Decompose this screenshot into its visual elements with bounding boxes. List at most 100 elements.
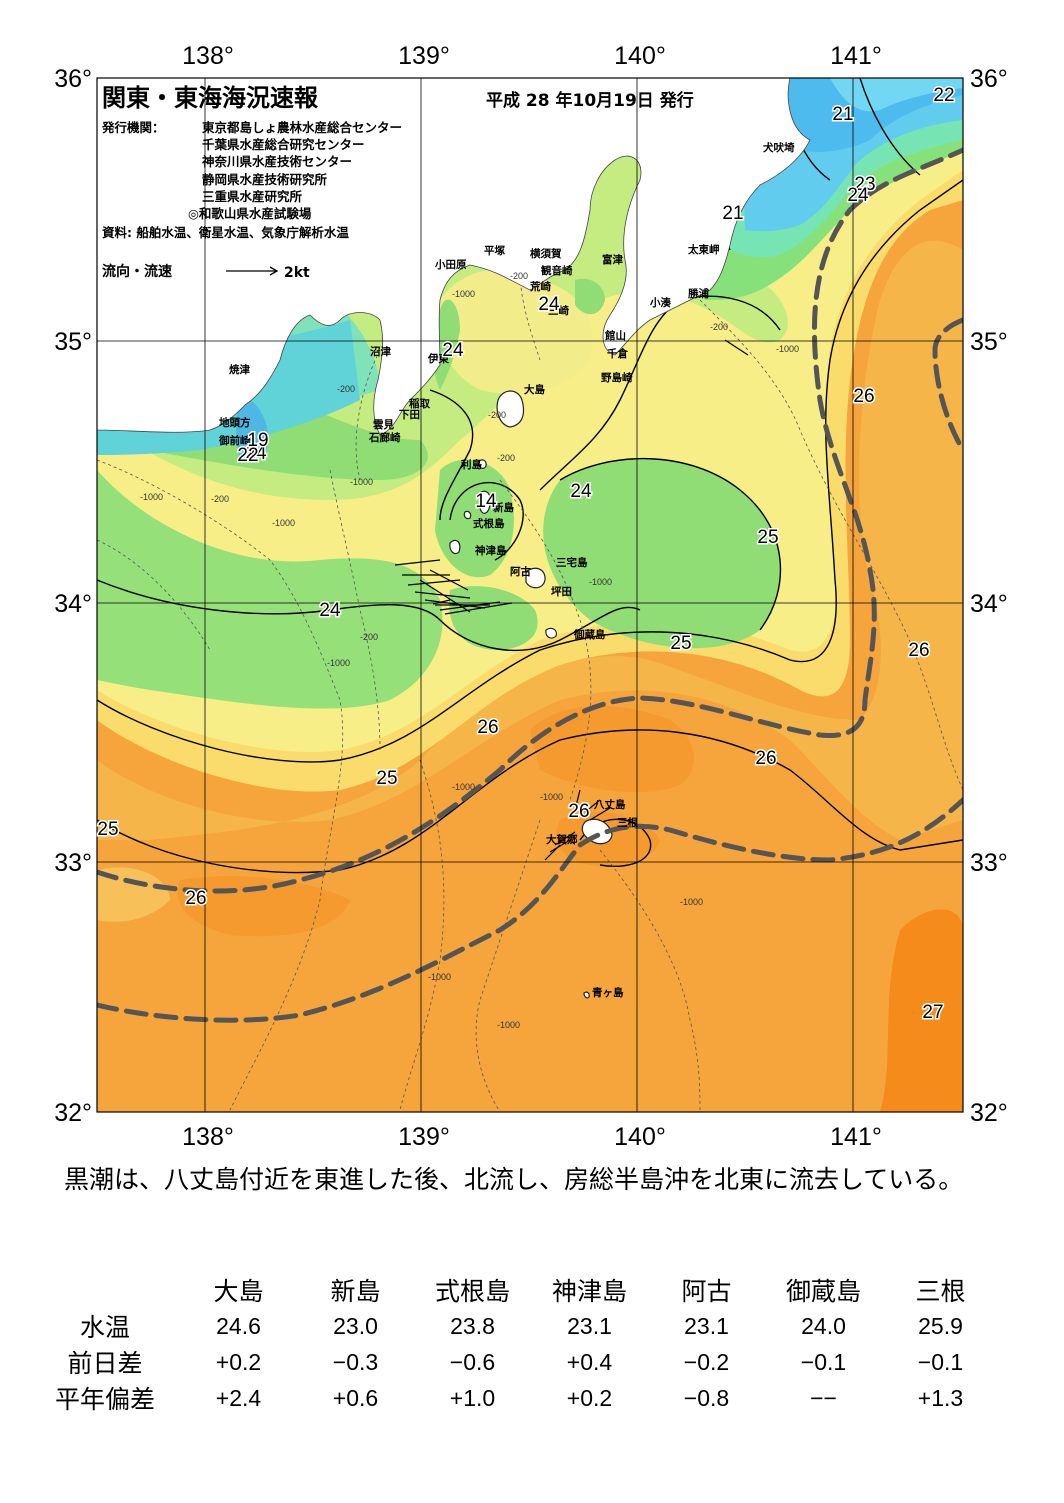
map-title: 関東・東海海況速報 [102,84,319,112]
svg-text:-200: -200 [710,322,728,332]
svg-text:26: 26 [853,386,874,407]
table-cell: +1.3 [917,1384,964,1411]
svg-text:稲取: 稲取 [409,397,430,410]
table-cell: +0.4 [566,1348,613,1375]
table-cell: −0.2 [683,1348,730,1375]
kuroshio-axis [97,147,963,1023]
svg-text:石廊崎: 石廊崎 [368,431,401,444]
svg-text:19: 19 [247,430,268,451]
svg-text:21: 21 [722,203,743,224]
svg-text:大賀郷: 大賀郷 [546,833,578,846]
svg-text:140°: 140° [614,1123,666,1151]
data-source: 資料: 船舶水温、衛星水温、気象庁解析水温 [102,225,349,240]
svg-text:阿古: 阿古 [510,565,531,578]
table-cell: +0.2 [566,1384,613,1411]
svg-text:35°: 35° [970,328,1008,356]
table-cell: +1.0 [449,1384,496,1411]
issuers-label: 発行機関： [101,120,165,135]
issue-date: 平成 28 年10月19日 発行 [486,90,694,111]
svg-text:伊東: 伊東 [427,352,449,365]
table-cell: +2.4 [215,1384,262,1411]
svg-text:-1000: -1000 [428,972,451,982]
svg-text:千倉: 千倉 [607,347,628,360]
column-header: 三根 [915,1277,966,1306]
isotherm-value-labels: 21 21 22 23 24 24 24 24 24 24 25 25 25 2… [96,84,956,1025]
svg-text:-200: -200 [497,453,515,463]
svg-text:-1000: -1000 [680,897,703,907]
svg-text:富津: 富津 [602,253,623,266]
svg-text:三根: 三根 [617,816,638,829]
row-label: 水温 [79,1313,130,1342]
svg-text:35°: 35° [54,328,92,356]
row-label: 平年偏差 [54,1385,155,1414]
svg-text:野島崎: 野島崎 [601,371,633,384]
svg-text:26: 26 [908,640,929,661]
svg-text:32°: 32° [54,1099,92,1127]
depth-value-labels: -200 -1000 -200 -1000 -200 -1000 -1000 -… [140,271,799,1030]
table-header-row: 大島 新島 式根島 神津島 阿古 御蔵島 三根 [30,1272,999,1308]
column-header: 大島 [213,1277,264,1306]
svg-text:-200: -200 [360,632,378,642]
table-cell: +0.6 [332,1384,379,1411]
svg-text:139°: 139° [398,42,450,70]
svg-text:焼津: 焼津 [229,363,250,376]
row-label: 前日差 [67,1349,143,1378]
svg-text:34°: 34° [970,590,1008,618]
table-cell: 23.1 [684,1312,729,1339]
table-corner [30,1272,180,1308]
summary-text: 黒潮は、八丈島付近を東進した後、北流し、房総半島沖を北東に流去している。 [64,1165,964,1194]
landmass [97,78,811,436]
svg-text:138°: 138° [182,42,234,70]
niijima-island [479,490,491,514]
svg-text:-1000: -1000 [140,492,163,502]
svg-text:14: 14 [475,491,497,512]
svg-text:32°: 32° [970,1099,1008,1127]
svg-text:26: 26 [755,748,776,769]
table-cell: 24.6 [216,1312,261,1339]
graticule [96,77,964,1113]
svg-text:利島: 利島 [461,458,482,471]
svg-text:-200: -200 [337,384,355,394]
table-cell: −− [810,1384,837,1411]
svg-text:138°: 138° [182,1123,234,1151]
table-cell: 23.0 [333,1312,378,1339]
svg-text:八丈島: 八丈島 [593,798,626,811]
longitude-labels-top: 138° 139° 140° 141° [182,42,882,70]
svg-text:36°: 36° [970,65,1008,93]
latitude-labels-left: 36° 35° 34° 33° 32° [54,65,92,1127]
column-header: 御蔵島 [785,1277,861,1306]
issuer-2: 千葉県水産総合研究センター [202,137,365,152]
table-row: 水温 24.6 23.0 23.8 23.1 23.1 24.0 25.9 [30,1308,999,1344]
svg-text:式根島: 式根島 [473,517,505,530]
svg-text:141°: 141° [830,1123,882,1151]
svg-text:勝浦: 勝浦 [688,287,709,300]
svg-text:24: 24 [570,481,592,502]
flow-legend-label: 流向・流速 [102,263,172,280]
table-cell: −0.3 [332,1348,379,1375]
svg-text:館山: 館山 [604,329,626,342]
svg-text:雲見: 雲見 [373,419,394,431]
table-row: 前日差 +0.2 −0.3 −0.6 +0.4 −0.2 −0.1 −0.1 [30,1344,999,1380]
issuer-3: 神奈川県水産技術センター [202,154,352,169]
svg-text:24: 24 [319,600,341,621]
svg-text:地頭方: 地頭方 [219,416,251,429]
column-header: 新島 [330,1277,381,1306]
svg-text:24: 24 [442,340,464,361]
table-cell: −0.1 [800,1348,847,1375]
flow-legend-arrow-icon [226,266,279,276]
svg-text:-1000: -1000 [350,477,373,487]
table-cell: 23.8 [450,1312,495,1339]
longitude-labels-bottom: 138° 139° 140° 141° [182,1123,882,1151]
islands [449,390,613,999]
mikurajima-island [545,627,557,639]
svg-text:神津島: 神津島 [475,544,507,557]
svg-text:荒崎: 荒崎 [529,280,551,293]
svg-text:-200: -200 [488,410,506,420]
svg-text:平塚: 平塚 [484,244,505,257]
svg-text:新島: 新島 [493,501,514,514]
current-vectors [394,339,749,861]
svg-text:22: 22 [933,85,954,106]
svg-text:青ヶ島: 青ヶ島 [592,986,624,999]
svg-text:25: 25 [757,527,778,548]
issuer-5: 三重県水産研究所 [202,189,303,204]
